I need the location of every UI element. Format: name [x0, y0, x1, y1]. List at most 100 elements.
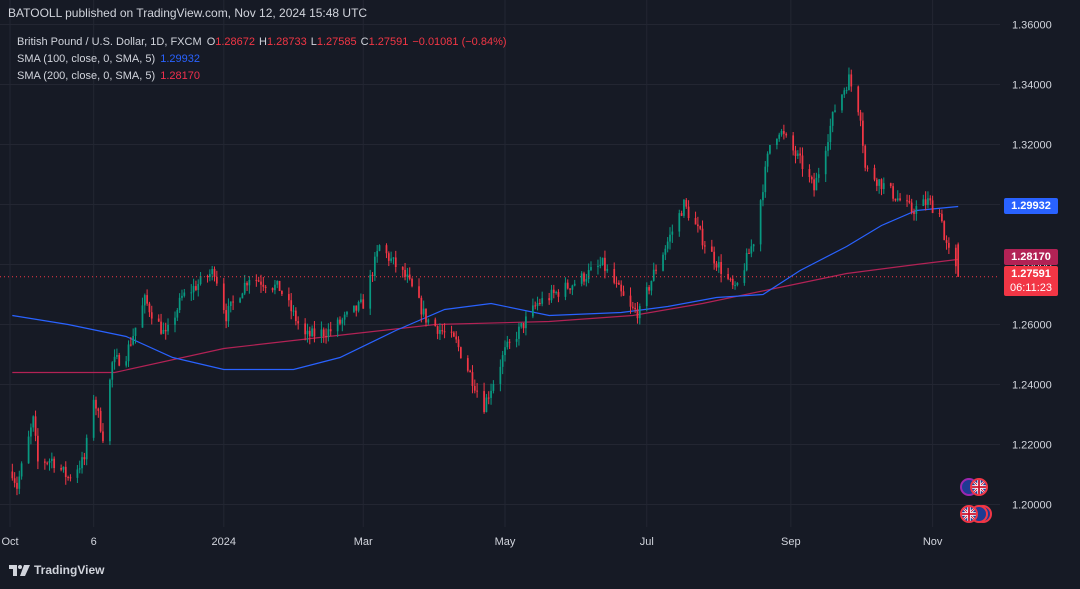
candle-body: [343, 314, 346, 320]
candle-body: [662, 254, 664, 271]
candle-body: [13, 478, 16, 483]
candle-body: [843, 90, 846, 95]
candle-body: [69, 477, 72, 479]
candle-body: [515, 338, 518, 342]
candle-body: [557, 292, 560, 297]
candle-body: [150, 312, 153, 319]
candle-body: [378, 245, 381, 251]
candle-body: [346, 311, 348, 315]
candle-body: [257, 280, 260, 282]
candle-body: [669, 234, 671, 242]
candle-body: [906, 200, 908, 202]
candle-body: [62, 466, 65, 470]
candle-body: [525, 316, 527, 329]
candle-body: [622, 291, 625, 296]
candle-body: [67, 477, 69, 479]
candle-body: [434, 319, 437, 327]
candle-body: [418, 286, 420, 298]
chart-grid: [0, 0, 1000, 527]
candle-body: [134, 327, 137, 336]
candle-body: [97, 408, 100, 411]
candle-body: [866, 167, 869, 169]
candle-body: [687, 206, 690, 219]
candle-body: [125, 361, 128, 366]
candle-body: [109, 379, 111, 442]
candle-body: [473, 385, 476, 391]
candle-body: [325, 336, 327, 338]
candle-body: [369, 274, 372, 309]
candle-body: [262, 284, 265, 287]
candle-body: [683, 199, 685, 216]
candle-body: [206, 276, 209, 278]
y-tick-label: 1.34000: [1012, 80, 1052, 92]
candle-body: [157, 318, 160, 322]
candle-body: [783, 131, 785, 134]
symbol-name: British Pound / U.S. Dollar, 1D, FXCM: [17, 36, 202, 48]
candle-body: [422, 308, 425, 315]
candle-body: [857, 86, 860, 113]
candle-body: [483, 391, 485, 413]
candle-body: [197, 284, 200, 290]
candle-body: [453, 332, 455, 337]
candle-body: [357, 301, 360, 311]
candle-body: [32, 416, 35, 428]
x-tick-label: Sep: [781, 536, 801, 548]
candle-body: [629, 295, 632, 307]
candle-body: [599, 264, 602, 266]
candle-body: [401, 267, 404, 270]
sma100-legend[interactable]: SMA (100, close, 0, SMA, 5) 1.29932: [17, 52, 200, 66]
candle-body: [373, 256, 376, 276]
candle-body: [178, 297, 181, 311]
candle-body: [808, 169, 811, 178]
last-price-tag: 1.27591 06:11:23: [1004, 266, 1058, 296]
uk-flag-icon[interactable]: [970, 478, 988, 496]
candle-body: [910, 202, 913, 213]
candle-body: [873, 167, 876, 180]
candle-body: [116, 354, 118, 357]
candle-body: [274, 284, 276, 291]
candle-body: [566, 282, 569, 289]
candle-body: [243, 282, 246, 294]
candle-body: [541, 298, 544, 304]
candle-body: [341, 319, 344, 324]
x-tick-label: 6: [91, 536, 97, 548]
candle-body: [506, 341, 509, 348]
candle-body: [92, 399, 95, 438]
candle-body: [37, 435, 39, 462]
sma-lines: [12, 205, 959, 374]
candle-body: [339, 319, 341, 324]
candle-body: [710, 246, 713, 252]
candle-body: [264, 286, 267, 289]
candle-body: [167, 324, 169, 332]
uk-flag-icon[interactable]: [960, 505, 978, 523]
bar-countdown: 06:11:23: [1009, 282, 1052, 294]
candle-body: [618, 282, 620, 285]
candle-body: [457, 339, 460, 348]
candle-body: [232, 301, 234, 303]
candle-body: [229, 301, 232, 306]
candle-body: [327, 329, 330, 337]
symbol-legend[interactable]: British Pound / U.S. Dollar, 1D, FXCM O1…: [17, 35, 507, 49]
candle-body: [764, 166, 767, 193]
candle-body: [313, 328, 316, 337]
candle-body: [404, 269, 406, 277]
candle-body: [162, 329, 165, 334]
candle-body: [606, 268, 609, 271]
candle-body: [99, 410, 102, 432]
candle-body: [922, 199, 925, 207]
candle-body: [288, 294, 290, 301]
candle-body: [671, 231, 674, 235]
candle-body: [308, 330, 311, 337]
candle-body: [164, 329, 167, 332]
candle-body: [699, 226, 702, 229]
y-tick-label: 1.24000: [1012, 380, 1052, 392]
candle-body: [394, 257, 397, 268]
candle-body: [766, 153, 769, 167]
candle-body: [941, 213, 943, 222]
candle-body: [129, 344, 132, 346]
candle-body: [697, 224, 699, 227]
sma200-legend[interactable]: SMA (200, close, 0, SMA, 5) 1.28170: [17, 69, 200, 83]
candle-body: [459, 347, 462, 359]
tradingview-brand[interactable]: TradingView: [9, 563, 104, 577]
